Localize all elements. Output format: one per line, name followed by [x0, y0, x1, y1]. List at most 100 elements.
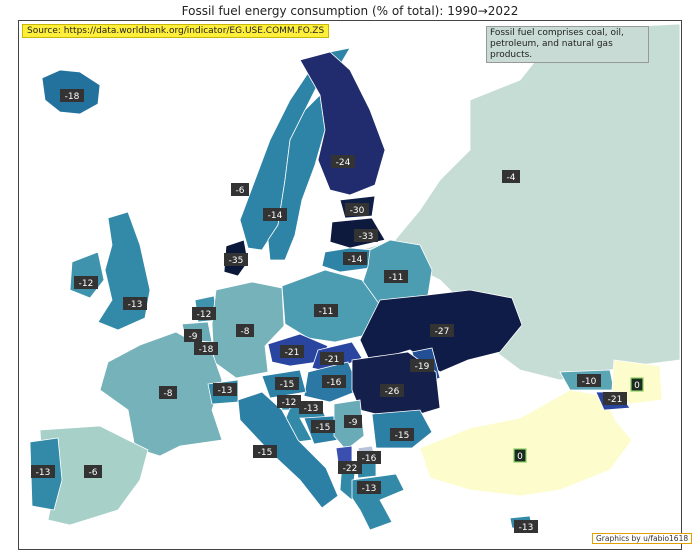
value-labels: -18-6-14-14-24-4-30-33-14-11-35-12-13-12… [31, 89, 644, 533]
label-box-slovakia [320, 352, 344, 365]
label-denmark: -35 [224, 253, 248, 266]
label-netherlands: -12 [192, 307, 216, 320]
label-box-kosovo [357, 451, 381, 464]
label-slovakia: -21 [320, 352, 344, 365]
label-text-croatia: -13 [304, 404, 319, 414]
label-text-hungary: -16 [327, 378, 342, 388]
credit-label: Graphics by u/fabio1618 [592, 533, 693, 544]
label-box-switzerland [213, 383, 237, 396]
label-greece: -13 [357, 481, 381, 494]
label-romania: -26 [380, 384, 404, 397]
label-azerbaijan: 0 [630, 377, 644, 392]
label-text-uk: -13 [128, 300, 143, 310]
label-box-slovenia [277, 395, 301, 408]
label-text-romania: -26 [385, 387, 400, 397]
label-text-armenia: -21 [608, 395, 623, 405]
label-text-moldova: -19 [415, 362, 430, 372]
label-text-iceland: -18 [65, 92, 80, 102]
label-box-belgium [184, 329, 202, 342]
label-turkey: 0 [513, 448, 527, 463]
label-text-austria: -15 [280, 380, 295, 390]
country-ireland [69, 251, 105, 299]
label-text-sweden: -14 [268, 211, 283, 221]
label-finland: -24 [331, 155, 355, 168]
label-kosovo: -16 [357, 451, 381, 464]
label-text-greece: -13 [362, 484, 377, 494]
label-text-russia: -4 [507, 173, 516, 183]
label-moldova: -19 [410, 359, 434, 372]
label-text-montenegro: -22 [343, 464, 358, 474]
label-belarus: -11 [384, 270, 408, 283]
label-text-belarus: -11 [389, 273, 404, 283]
label-bosnia: -15 [311, 420, 335, 433]
label-spain: -6 [84, 465, 102, 478]
label-ukraine: -27 [430, 324, 454, 337]
label-armenia: -21 [603, 392, 627, 405]
country-italy [237, 391, 339, 509]
label-serbia: -9 [344, 415, 362, 428]
label-italy: -15 [253, 445, 277, 458]
label-uk: -13 [123, 297, 147, 310]
label-lithuania: -14 [343, 252, 367, 265]
label-text-faroe: -6 [236, 186, 245, 196]
label-text-luxembourg: -18 [199, 345, 214, 355]
label-box-bulgaria [390, 428, 414, 441]
label-portugal: -13 [31, 465, 55, 478]
label-box-bosnia [311, 420, 335, 433]
label-box-lithuania [343, 252, 367, 265]
label-box-georgia [577, 374, 601, 387]
label-text-netherlands: -12 [197, 310, 212, 320]
label-box-austria [275, 377, 299, 390]
label-iceland: -18 [60, 89, 84, 102]
label-box-latvia [354, 229, 378, 242]
label-slovenia: -12 [277, 395, 301, 408]
label-text-azerbaijan: 0 [634, 381, 640, 391]
label-box-turkey [513, 448, 527, 463]
label-box-finland [331, 155, 355, 168]
country-uk [97, 211, 151, 331]
label-text-lithuania: -14 [348, 255, 363, 265]
label-text-denmark: -35 [229, 256, 244, 266]
label-box-czechia [280, 345, 304, 358]
label-box-greece [357, 481, 381, 494]
label-text-slovakia: -21 [325, 355, 340, 365]
label-box-spain [84, 465, 102, 478]
label-text-bulgaria: -15 [395, 431, 410, 441]
label-box-faroe [231, 183, 249, 196]
country-montenegro [335, 445, 353, 463]
map-title: Fossil fuel energy consumption (% of tot… [181, 4, 519, 18]
label-box-germany [236, 324, 254, 337]
label-box-uk [123, 297, 147, 310]
label-box-netherlands [192, 307, 216, 320]
label-text-finland: -24 [336, 158, 351, 168]
label-text-switzerland: -13 [218, 386, 233, 396]
label-cyprus: -13 [514, 520, 538, 533]
label-text-estonia: -30 [350, 206, 365, 216]
label-text-ukraine: -27 [435, 327, 450, 337]
label-box-moldova [410, 359, 434, 372]
label-box-montenegro [338, 461, 362, 474]
source-label: Source: https://data.worldbank.org/indic… [22, 24, 330, 38]
label-text-belgium: -9 [189, 332, 198, 342]
label-text-italy: -15 [258, 448, 273, 458]
label-text-serbia: -9 [349, 418, 358, 428]
label-text-kosovo: -16 [362, 454, 377, 464]
label-text-cyprus: -13 [519, 523, 534, 533]
note-box: Fossil fuel comprises coal, oil, petrole… [486, 26, 649, 63]
label-text-spain: -6 [89, 468, 98, 478]
label-box-armenia [603, 392, 627, 405]
label-text-slovenia: -12 [282, 398, 297, 408]
label-text-bosnia: -15 [316, 423, 331, 433]
label-latvia: -33 [354, 229, 378, 242]
label-estonia: -30 [345, 203, 369, 216]
label-box-estonia [345, 203, 369, 216]
label-box-cyprus [514, 520, 538, 533]
label-text-latvia: -33 [359, 232, 374, 242]
label-belgium: -9 [184, 329, 202, 342]
label-sweden: -14 [263, 208, 287, 221]
label-box-denmark [224, 253, 248, 266]
label-box-poland [314, 304, 338, 317]
label-ireland: -12 [74, 276, 98, 289]
label-text-portugal: -13 [36, 468, 51, 478]
